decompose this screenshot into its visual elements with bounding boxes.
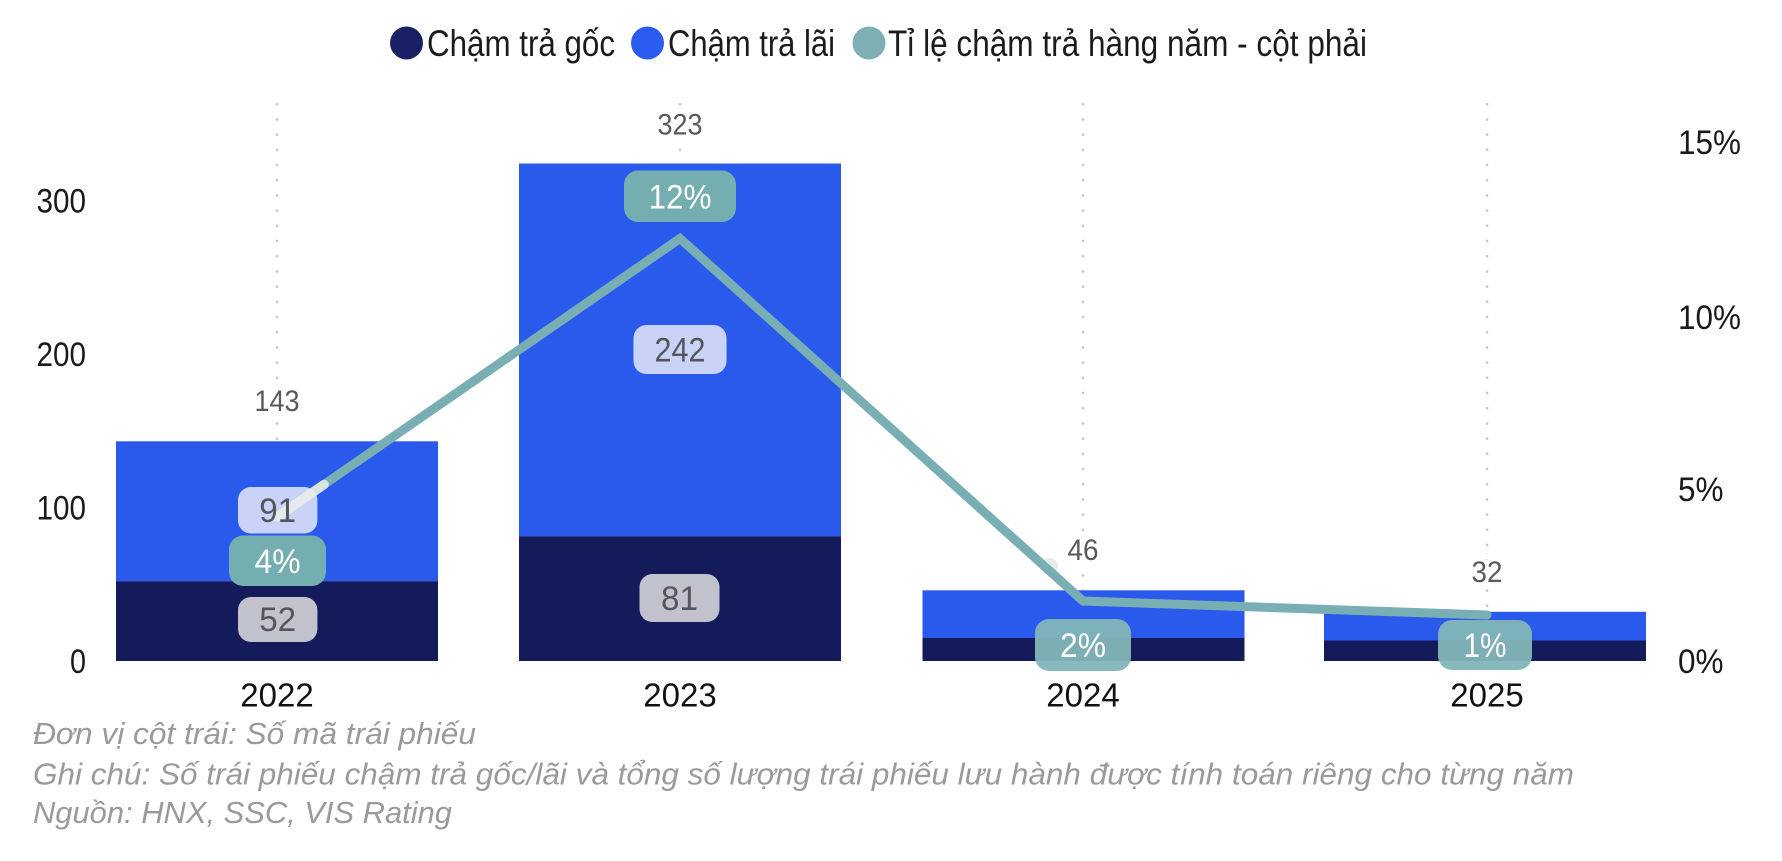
svg-text:1%: 1% bbox=[1464, 627, 1507, 665]
svg-text:46: 46 bbox=[1068, 534, 1099, 567]
svg-text:Chậm trả gốc: Chậm trả gốc bbox=[427, 23, 615, 64]
svg-text:12%: 12% bbox=[649, 179, 712, 217]
svg-text:2%: 2% bbox=[1060, 627, 1106, 665]
svg-text:32: 32 bbox=[1472, 556, 1503, 589]
svg-text:100: 100 bbox=[37, 490, 87, 528]
svg-text:Ghi chú: Số trái phiếu chậm tr: Ghi chú: Số trái phiếu chậm trả gốc/lãi … bbox=[33, 757, 1574, 792]
svg-text:91: 91 bbox=[259, 492, 296, 530]
svg-text:5%: 5% bbox=[1678, 471, 1724, 509]
svg-text:0%: 0% bbox=[1678, 643, 1724, 681]
svg-text:4%: 4% bbox=[255, 543, 301, 581]
svg-text:0: 0 bbox=[70, 643, 86, 681]
svg-text:300: 300 bbox=[37, 183, 87, 221]
svg-text:323: 323 bbox=[658, 109, 703, 142]
svg-text:242: 242 bbox=[655, 332, 706, 370]
svg-text:10%: 10% bbox=[1678, 299, 1741, 337]
svg-text:Tỉ lệ chậm trả hàng năm - cột: Tỉ lệ chậm trả hàng năm - cột phải bbox=[888, 23, 1367, 64]
svg-text:2023: 2023 bbox=[643, 677, 716, 714]
svg-text:52: 52 bbox=[259, 601, 296, 639]
svg-text:Đơn vị cột trái: Số mã trái ph: Đơn vị cột trái: Số mã trái phiếu bbox=[33, 716, 476, 751]
svg-text:81: 81 bbox=[661, 580, 698, 618]
svg-text:2024: 2024 bbox=[1046, 677, 1119, 714]
svg-text:2022: 2022 bbox=[240, 677, 313, 714]
svg-text:143: 143 bbox=[255, 385, 300, 418]
svg-text:Chậm trả lãi: Chậm trả lãi bbox=[668, 23, 835, 64]
svg-text:15%: 15% bbox=[1678, 124, 1741, 162]
svg-text:200: 200 bbox=[37, 336, 87, 374]
svg-text:2025: 2025 bbox=[1450, 677, 1523, 714]
svg-text:Nguồn: HNX, SSC, VIS Rating: Nguồn: HNX, SSC, VIS Rating bbox=[33, 795, 452, 830]
